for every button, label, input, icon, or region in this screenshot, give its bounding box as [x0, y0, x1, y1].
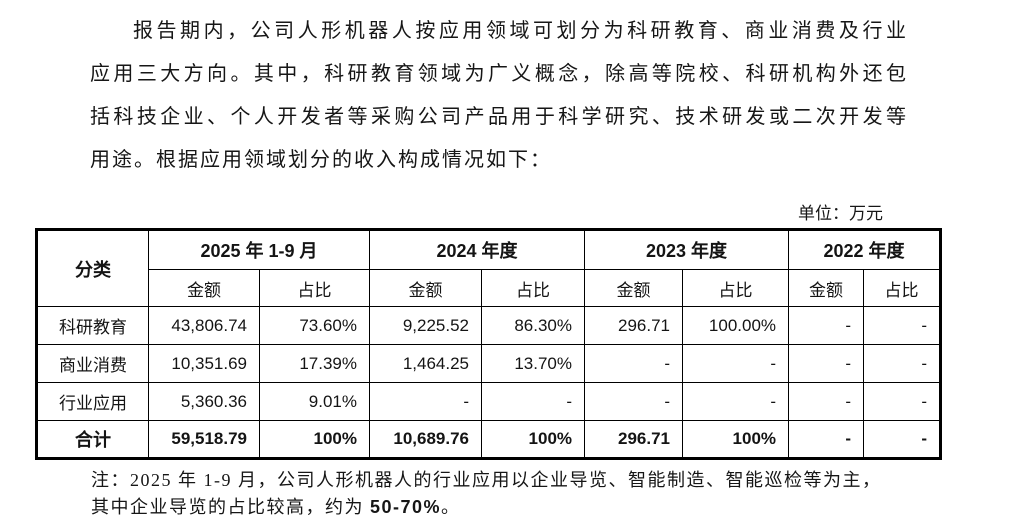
paragraph-line: 用途。根据应用领域划分的收入构成情况如下： — [90, 149, 552, 171]
footnote-line: 注：2025 年 1-9 月，公司人形机器人的行业应用以企业导览、智能制造、智能… — [91, 470, 882, 490]
paragraph-line: 应用三大方向。其中，科研教育领域为广义概念，除高等院校、科研机构外还包 — [90, 63, 908, 85]
cell-value: 13.70% — [480, 344, 586, 383]
header-period-2023: 2023 年度 — [584, 229, 790, 270]
cell-value: 100% — [259, 420, 370, 459]
cell-value: - — [788, 382, 865, 421]
cell-value: 43,806.74 — [148, 306, 260, 345]
revenue-by-application-table: 分类 2025 年 1-9 月 2024 年度 2023 年度 2022 年度 … — [35, 228, 943, 460]
row-category: 行业应用 — [36, 382, 149, 421]
row-category: 商业消费 — [36, 344, 149, 383]
cell-value: 9.01% — [259, 382, 370, 421]
footnote: 注：2025 年 1-9 月，公司人形机器人的行业应用以企业导览、智能制造、智能… — [91, 467, 971, 521]
cell-value: 9,225.52 — [369, 306, 482, 345]
cell-value: 296.71 — [584, 420, 684, 459]
cell-value: 59,518.79 — [148, 420, 260, 459]
cell-value: 86.30% — [480, 306, 586, 345]
cell-value: - — [584, 344, 684, 383]
subheader-ratio: 占比 — [682, 269, 790, 307]
paragraph-line: 报告期内，公司人形机器人按应用领域可划分为科研教育、商业消费及行业 — [133, 20, 908, 42]
cell-value: - — [788, 344, 865, 383]
subheader-amount: 金额 — [369, 269, 482, 307]
table-row: 商业消费 10,351.69 17.39% 1,464.25 13.70% - … — [36, 344, 942, 383]
table-row: 科研教育 43,806.74 73.60% 9,225.52 86.30% 29… — [36, 306, 942, 345]
cell-value: - — [863, 344, 942, 383]
intro-paragraph: 报告期内，公司人形机器人按应用领域可划分为科研教育、商业消费及行业 应用三大方向… — [90, 10, 908, 182]
cell-value: 10,351.69 — [148, 344, 260, 383]
cell-value: - — [682, 382, 790, 421]
cell-value: - — [369, 382, 482, 421]
footnote-bold-value: 50-70% — [370, 497, 442, 517]
subheader-ratio: 占比 — [480, 269, 586, 307]
subheader-amount: 金额 — [584, 269, 684, 307]
header-period-2022: 2022 年度 — [788, 229, 942, 270]
subheader-amount: 金额 — [788, 269, 865, 307]
cell-value: 73.60% — [259, 306, 370, 345]
header-period-2025: 2025 年 1-9 月 — [148, 229, 370, 270]
subheader-ratio: 占比 — [863, 269, 942, 307]
cell-value: - — [682, 344, 790, 383]
header-period-2024: 2024 年度 — [368, 229, 586, 270]
table-row: 行业应用 5,360.36 9.01% - - - - - - — [36, 382, 942, 421]
footnote-line: 其中企业导览的占比较高，约为 50-70%。 — [91, 497, 461, 517]
cell-value: 296.71 — [584, 306, 684, 345]
cell-value: 5,360.36 — [148, 382, 260, 421]
cell-value: 10,689.76 — [369, 420, 482, 459]
cell-value: - — [788, 306, 865, 345]
cell-value: - — [480, 382, 586, 421]
table-row-total: 合计 59,518.79 100% 10,689.76 100% 296.71 … — [36, 420, 942, 459]
subheader-ratio: 占比 — [259, 269, 370, 307]
paragraph-line: 括科技企业、个人开发者等采购公司产品用于科学研究、技术研发或二次开发等 — [90, 106, 908, 128]
cell-value: 100.00% — [682, 306, 790, 345]
cell-value: - — [584, 382, 684, 421]
unit-label: 单位：万元 — [798, 204, 883, 223]
row-category: 科研教育 — [36, 306, 149, 345]
header-category: 分类 — [36, 229, 149, 307]
cell-value: 1,464.25 — [369, 344, 482, 383]
cell-value: 100% — [682, 420, 790, 459]
cell-value: - — [863, 382, 942, 421]
cell-value: - — [788, 420, 865, 459]
subheader-amount: 金额 — [148, 269, 260, 307]
cell-value: - — [863, 306, 942, 345]
cell-value: - — [863, 420, 942, 459]
cell-value: 17.39% — [259, 344, 370, 383]
row-category: 合计 — [36, 420, 149, 459]
cell-value: 100% — [480, 420, 586, 459]
